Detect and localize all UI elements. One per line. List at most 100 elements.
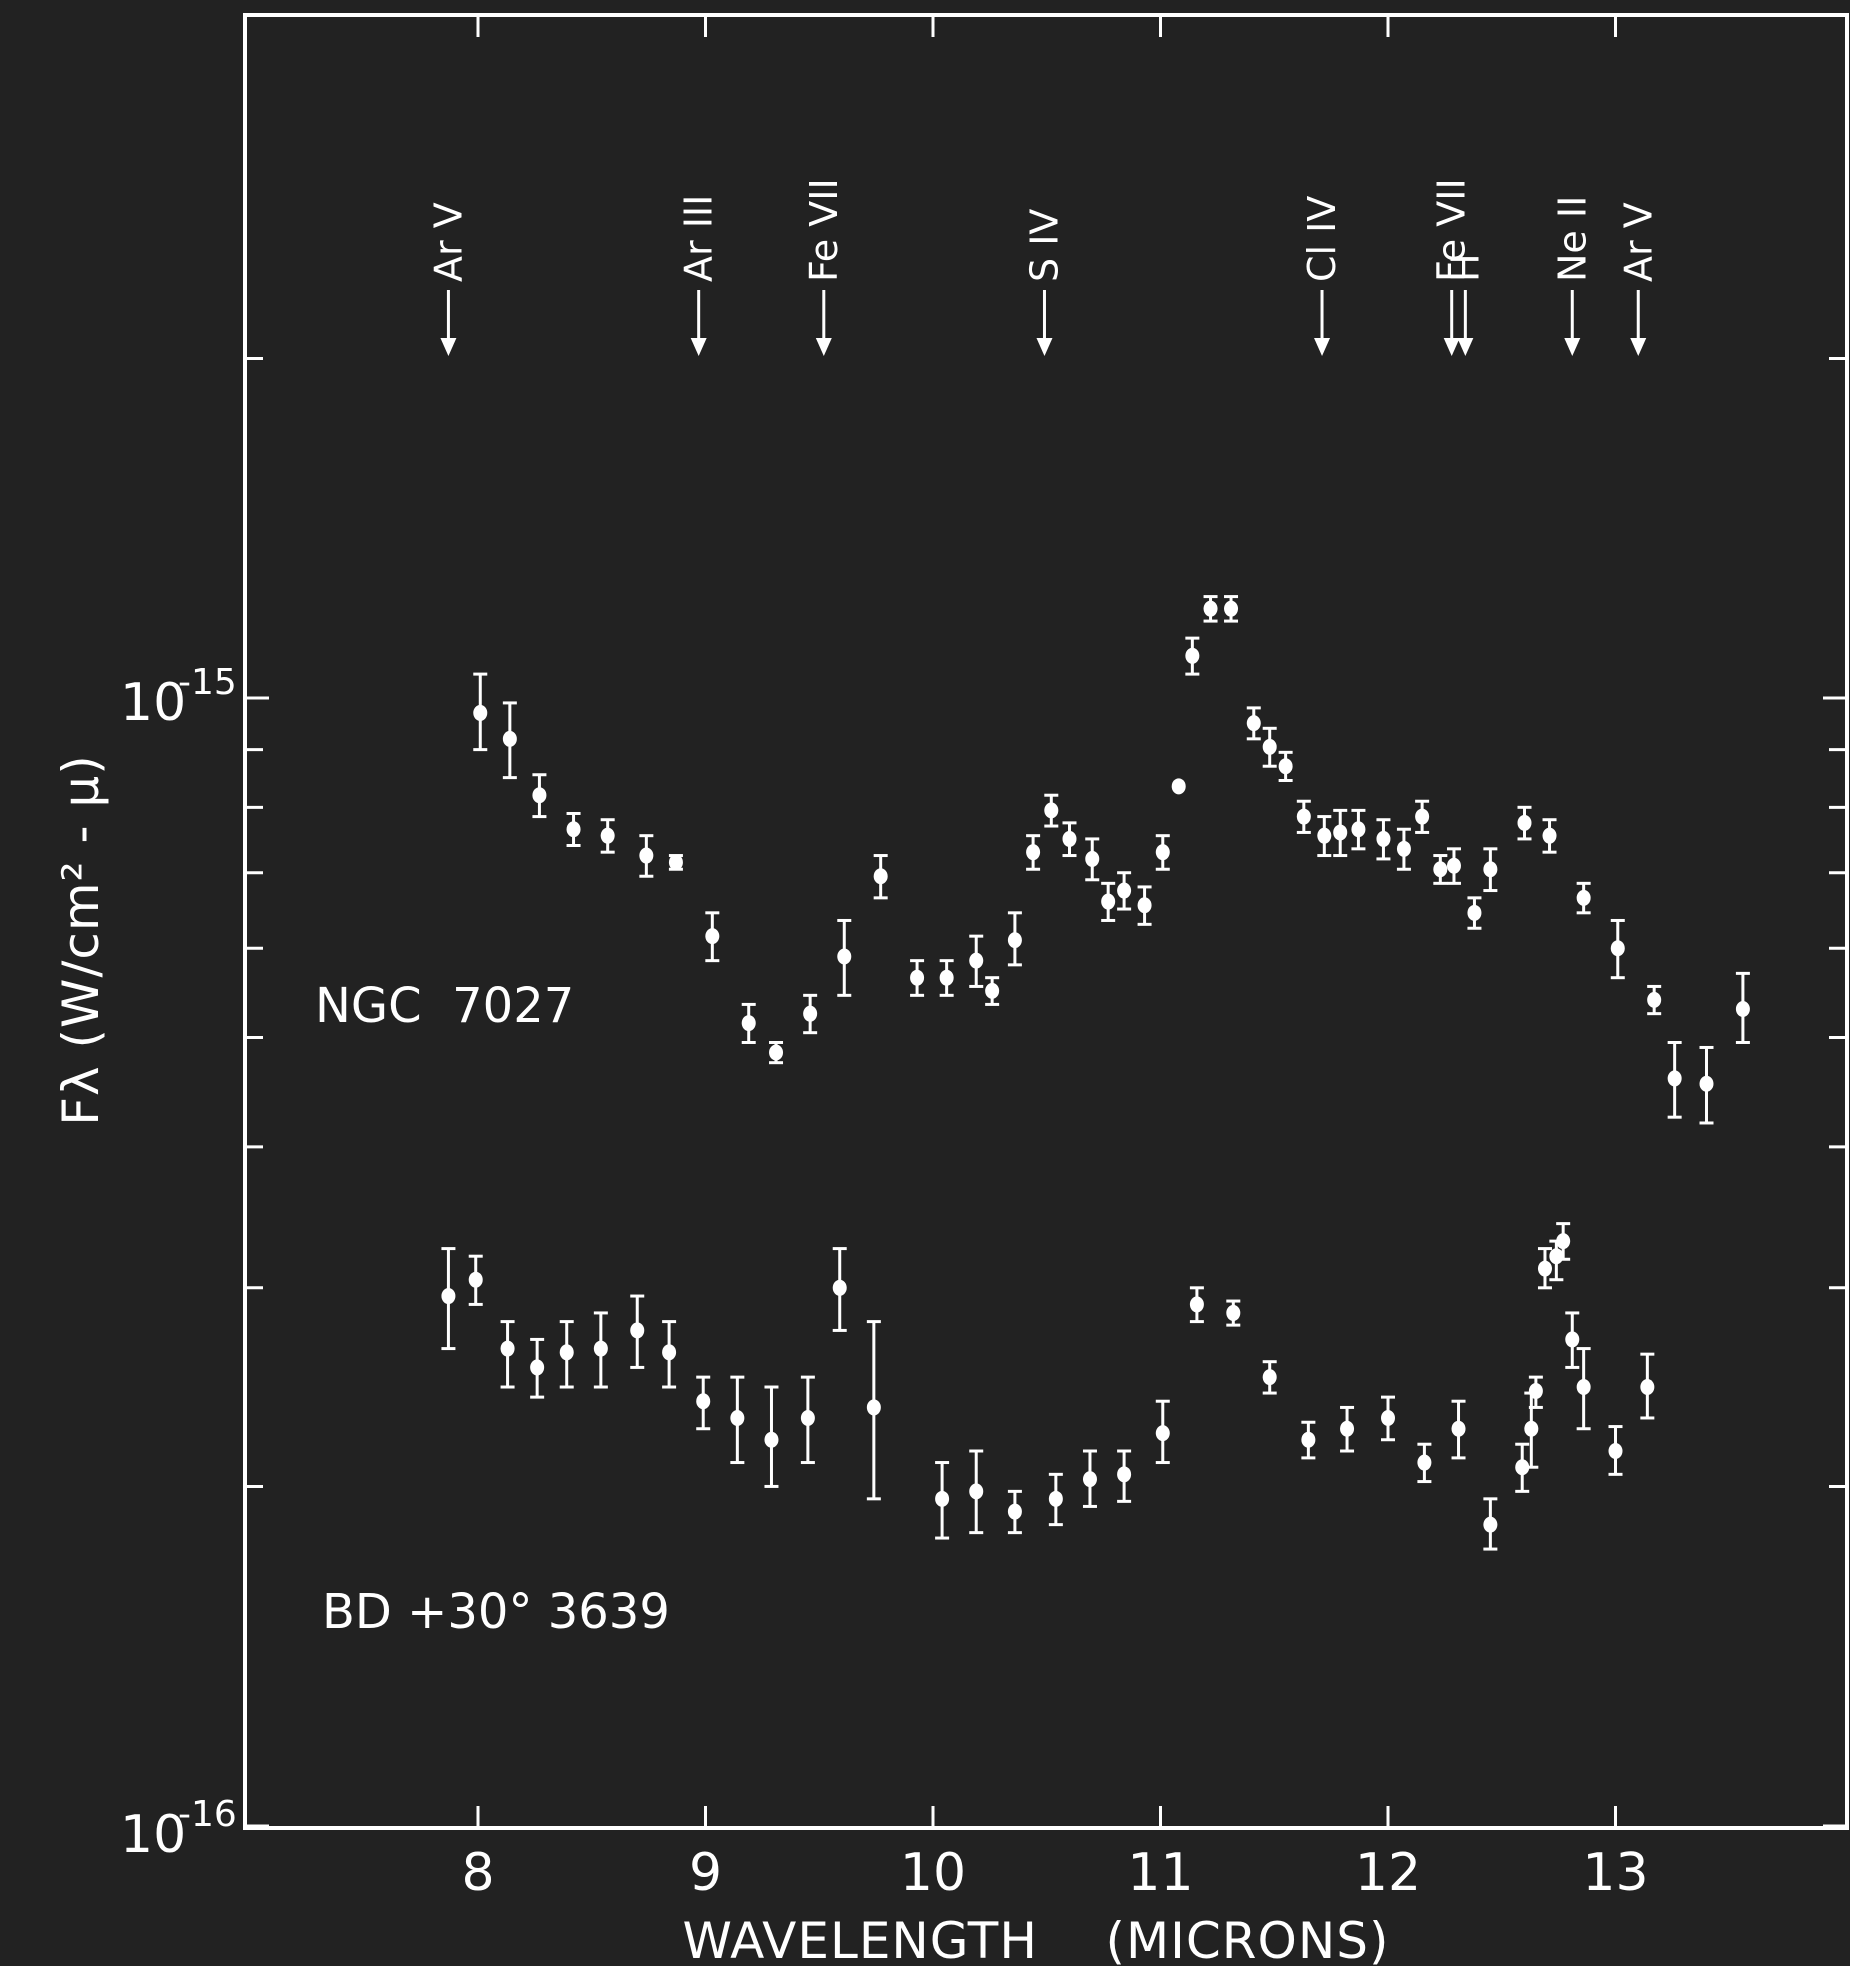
data-marker [985,982,1000,999]
data-marker [1415,808,1430,825]
data-point [764,1385,779,1488]
data-marker [866,1399,881,1416]
data-point [1735,971,1750,1044]
plot-frame [243,13,1849,1830]
data-point [593,1311,608,1389]
data-point [1376,818,1391,861]
data-marker [910,969,925,986]
x-tick-label: 9 [689,1843,722,1903]
data-marker [969,1483,984,1500]
data-point [1467,896,1482,930]
data-point [1117,1449,1132,1503]
data-marker [1262,1369,1277,1386]
data-point [630,1294,645,1369]
data-marker [1007,1503,1022,1520]
data-marker [832,1279,847,1296]
data-point [696,1375,711,1431]
data-point [1085,837,1100,882]
data-marker [530,1359,545,1376]
data-marker [1062,830,1077,847]
data-point [741,1002,756,1044]
data-point [1137,885,1152,926]
spectral-line-label: Ar III [677,195,721,282]
data-point [1262,726,1277,768]
data-marker [1517,814,1532,831]
spectral-line-marker: Cl IV [1300,196,1344,356]
data-marker [1556,1233,1571,1250]
arrow-head [440,338,457,356]
data-point [873,854,888,900]
spectral-line-label: H [1443,253,1487,282]
data-point [1007,911,1022,967]
data-point [1515,1442,1530,1493]
data-point [1417,1442,1432,1484]
data-marker [1007,932,1022,949]
data-marker [741,1015,756,1032]
series-ngc7027 [473,595,1750,1125]
series-label-ngc7027: NGC 7027 [315,978,574,1034]
data-marker [1117,1466,1132,1483]
data-point [1640,1352,1655,1420]
y-axis-ticks [245,356,1847,1828]
data-point [1026,834,1041,871]
data-marker [800,1409,815,1426]
data-point [1537,1247,1552,1290]
data-marker [1155,1425,1170,1442]
series-label-bd30-3639: BD +30° 3639 [322,1584,670,1640]
data-marker [1483,861,1498,878]
data-marker [1246,715,1261,732]
data-marker [1137,897,1152,914]
data-marker [1155,844,1170,861]
data-point [502,701,517,780]
data-point [1189,1286,1204,1324]
data-marker [730,1409,745,1426]
data-point [1667,1040,1682,1119]
series-bd30-3639 [441,1222,1655,1551]
arrow-head [1630,338,1647,356]
data-point [532,773,547,819]
y-tick-label-upper-exponent: -15 [178,662,237,703]
data-point [1226,1299,1241,1327]
data-marker [473,704,488,721]
data-marker [873,868,888,885]
data-marker [1483,1516,1498,1533]
data-marker [1082,1471,1097,1488]
data-point [769,1040,784,1065]
data-marker [1515,1459,1530,1476]
data-marker [1101,893,1116,910]
arrow-head [1036,338,1053,356]
data-point [1517,805,1532,841]
y-tick-label-lower-exponent: -16 [178,1794,237,1835]
data-point [1415,799,1430,834]
data-marker [1542,827,1557,844]
data-point [1171,778,1186,795]
data-marker [1576,889,1591,906]
data-point [668,854,683,871]
data-point [969,934,984,988]
data-marker [1537,1260,1552,1277]
data-point [1082,1449,1097,1508]
data-marker [1262,738,1277,755]
data-point [639,834,654,878]
data-point [1647,984,1662,1016]
data-marker [600,827,615,844]
data-point [1433,854,1448,885]
x-tick-label: 11 [1127,1843,1193,1903]
data-marker [1340,1420,1355,1437]
data-point [1565,1311,1580,1369]
spectral-line-marker: Ne II [1550,196,1594,356]
data-marker [1610,940,1625,957]
data-point [1528,1375,1543,1409]
data-point [1351,808,1366,851]
data-marker [1549,1248,1564,1265]
y-tick-label-upper-base: 10 [120,673,186,733]
data-marker [559,1344,574,1361]
arrow-head [815,338,832,356]
spectral-line-label: Ar V [1616,202,1660,282]
data-marker [1647,991,1662,1008]
data-point [1155,834,1170,871]
arrow-head [1443,338,1460,356]
data-marker [639,847,654,864]
data-point [910,959,925,997]
